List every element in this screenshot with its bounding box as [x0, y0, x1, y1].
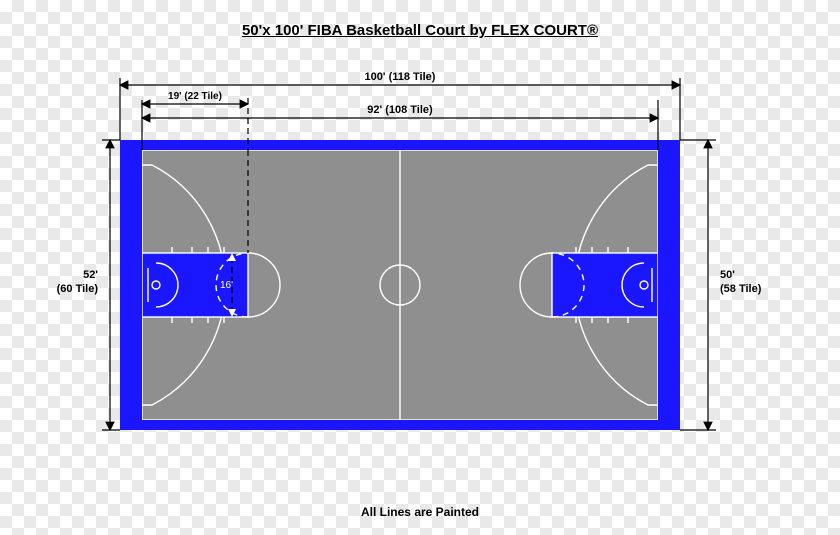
dim-top-outer-label: 100' (118 Tile)	[365, 71, 436, 83]
dim-top-inner-label: 92' (108 Tile)	[367, 104, 433, 116]
dim-left-label1: 52'	[83, 269, 98, 281]
dim-right-label1: 50'	[720, 269, 735, 281]
dim-ft-label: 19' (22 Tile)	[168, 91, 222, 102]
dim-right-label2: (58 Tile)	[720, 283, 762, 295]
dim-left-label2: (60 Tile)	[57, 283, 99, 295]
